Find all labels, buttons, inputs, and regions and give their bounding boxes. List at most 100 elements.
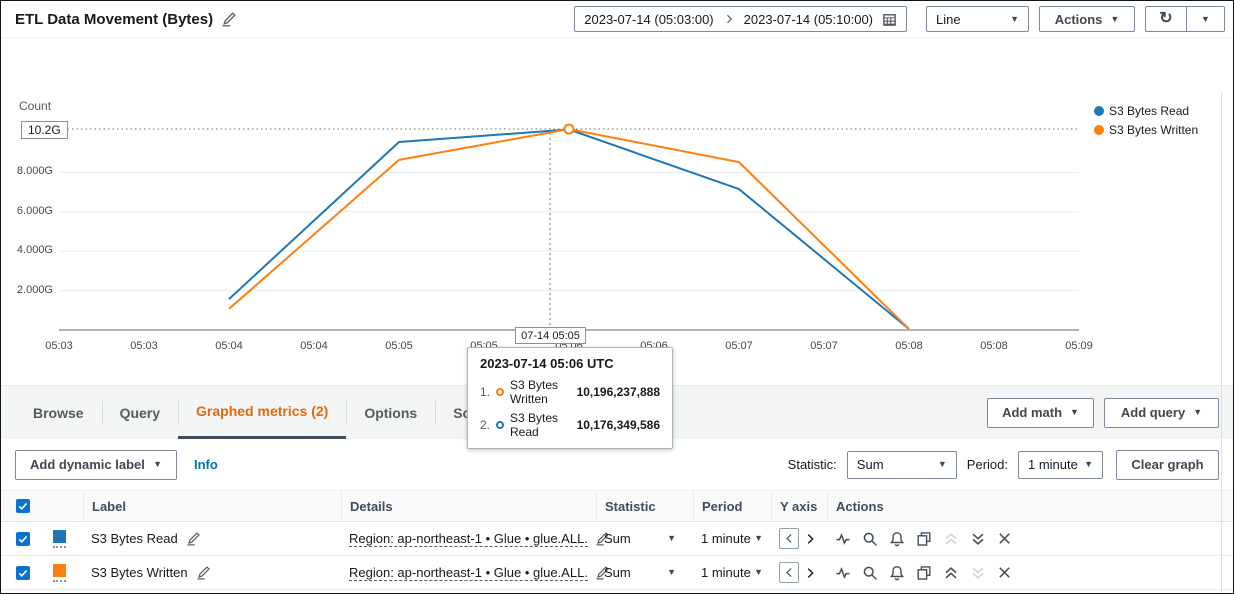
x-tick-label: 05:07	[725, 340, 753, 352]
y-axis-unit-label: Count	[19, 99, 52, 113]
create-alarm-icon[interactable]	[889, 565, 905, 581]
caret-down-icon: ▼	[1193, 407, 1203, 417]
move-down-icon	[970, 565, 986, 581]
metric-label-text: S3 Bytes Read	[91, 531, 178, 546]
row-actions	[827, 531, 1233, 547]
details-cell: Region: ap-northeast-1 • Glue • glue.ALL…	[341, 565, 596, 581]
yaxis-right-toggle[interactable]	[803, 532, 817, 546]
duplicate-icon[interactable]	[916, 565, 932, 581]
tooltip-row: 1. S3 Bytes Written 10,196,237,888	[480, 378, 660, 406]
series-line-s3-bytes-written[interactable]	[228, 128, 910, 330]
tab-query[interactable]: Query	[101, 386, 178, 439]
add-dynamic-label-button[interactable]: Add dynamic label ▼	[15, 449, 177, 480]
x-tick-label: 05:08	[895, 340, 923, 352]
refresh-options-button[interactable]: ▼	[1186, 7, 1224, 31]
y-tick-label: 8.000G	[16, 165, 53, 178]
yaxis-cell	[771, 562, 827, 583]
metric-label-text: S3 Bytes Written	[91, 565, 188, 580]
date-range-end: 2023-07-14 (05:10:00)	[743, 11, 873, 27]
toolbar-right: Statistic: Sum ▼ Period: 1 minute ▼ Clea…	[787, 449, 1219, 480]
caret-down-icon: ▼	[1070, 407, 1079, 417]
series-ring-icon	[496, 388, 505, 396]
zoom-metric-icon[interactable]	[862, 565, 878, 581]
row-checkbox-cell	[1, 531, 45, 546]
graph-this-metric-icon[interactable]	[835, 565, 851, 581]
tab-graphed-metrics[interactable]: Graphed metrics (2)	[178, 386, 347, 439]
edit-label-icon[interactable]	[186, 531, 201, 546]
row-period-dropdown[interactable]: 1 minute ▼	[701, 565, 763, 580]
add-query-button[interactable]: Add query ▼	[1104, 397, 1219, 428]
tooltip-series-value: 10,176,349,586	[576, 418, 660, 432]
move-down-icon[interactable]	[970, 531, 986, 547]
create-alarm-icon[interactable]	[889, 531, 905, 547]
color-swatch-picker[interactable]	[53, 563, 66, 582]
edit-title-icon[interactable]	[221, 11, 237, 27]
actions-button-label: Actions	[1054, 11, 1103, 27]
refresh-button[interactable]: ↻	[1146, 7, 1186, 31]
edit-label-icon[interactable]	[196, 565, 211, 580]
info-link[interactable]: Info	[194, 457, 218, 472]
period-value: 1 minute	[1028, 457, 1078, 472]
tooltip-series-value: 10,196,237,888	[576, 385, 660, 399]
series-ring-icon	[496, 421, 505, 429]
legend-label: S3 Bytes Written	[1109, 123, 1199, 137]
tab-options[interactable]: Options	[346, 386, 435, 439]
tooltip-rank: 1.	[480, 385, 491, 399]
date-range-start: 2023-07-14 (05:03:00)	[584, 11, 714, 27]
select-all-checkbox[interactable]	[16, 499, 30, 513]
chevron-right-icon	[723, 13, 735, 25]
add-math-button[interactable]: Add math ▼	[987, 397, 1094, 428]
x-tick-label: 05:09	[1065, 340, 1093, 352]
row-checkbox[interactable]	[16, 531, 30, 546]
metric-details-link[interactable]: Region: ap-northeast-1 • Glue • glue.ALL…	[349, 530, 588, 547]
metric-row-s3-bytes-written: S3 Bytes Written Region: ap-northeast-1 …	[1, 556, 1233, 590]
crosshair-time-badge: 07-14 05:05	[515, 327, 586, 344]
metric-details-link[interactable]: Region: ap-northeast-1 • Glue • glue.ALL…	[349, 564, 588, 581]
column-header-period: Period	[693, 491, 771, 521]
graph-this-metric-icon[interactable]	[835, 531, 851, 547]
metrics-chart[interactable]: Count 10.2G 8.000G 6.000G 4.000G 2.000G 05:…	[1, 38, 1234, 593]
swatch-dots	[53, 579, 66, 582]
move-up-icon[interactable]	[943, 565, 959, 581]
actions-button[interactable]: Actions ▼	[1039, 6, 1135, 32]
add-math-label: Add math	[1002, 405, 1063, 420]
yaxis-left-toggle[interactable]	[779, 528, 799, 549]
caret-down-icon: ▼	[667, 567, 676, 577]
period-select[interactable]: 1 minute ▼	[1018, 450, 1103, 479]
zoom-metric-icon[interactable]	[862, 531, 878, 547]
duplicate-icon[interactable]	[916, 531, 932, 547]
yaxis-right-toggle[interactable]	[803, 566, 817, 580]
caret-down-icon: ▼	[153, 459, 162, 469]
color-swatch-picker[interactable]	[53, 529, 66, 548]
statistic-label: Statistic:	[787, 457, 837, 472]
tooltip-timestamp: 2023-07-14 05:06 UTC	[480, 356, 614, 371]
caret-down-icon: ▼	[754, 567, 763, 577]
column-header-statistic: Statistic	[596, 491, 693, 521]
y-tick-label: 4.000G	[16, 244, 53, 257]
row-period-value: 1 minute	[701, 565, 751, 580]
legend-item-s3-bytes-written[interactable]: S3 Bytes Written	[1094, 123, 1198, 137]
row-statistic-dropdown[interactable]: Sum ▼	[604, 565, 676, 580]
remove-metric-icon[interactable]	[997, 565, 1012, 580]
legend-item-s3-bytes-read[interactable]: S3 Bytes Read	[1094, 104, 1198, 118]
clear-graph-button[interactable]: Clear graph	[1116, 449, 1219, 480]
chart-canvas[interactable]	[1, 38, 1234, 385]
date-range-picker[interactable]: 2023-07-14 (05:03:00) 2023-07-14 (05:10:…	[574, 6, 907, 32]
remove-metric-icon[interactable]	[997, 531, 1012, 546]
legend-dot	[1094, 125, 1104, 135]
tabbar-actions: Add math ▼ Add query ▼	[987, 386, 1219, 439]
calendar-icon[interactable]	[882, 12, 897, 27]
x-tick-label: 05:04	[300, 340, 328, 352]
row-statistic-dropdown[interactable]: Sum ▼	[604, 531, 676, 546]
statistic-cell: Sum ▼	[596, 565, 693, 580]
chart-type-select[interactable]: Line ▼	[926, 6, 1029, 32]
row-checkbox[interactable]	[16, 565, 30, 580]
swatch-dots	[53, 545, 66, 548]
yaxis-left-toggle[interactable]	[779, 562, 799, 583]
tab-browse[interactable]: Browse	[33, 404, 84, 421]
row-period-dropdown[interactable]: 1 minute ▼	[701, 531, 763, 546]
caret-down-icon: ▼	[937, 459, 947, 469]
chart-legend: S3 Bytes Read S3 Bytes Written	[1094, 104, 1198, 137]
x-tick-label: 05:08	[980, 340, 1008, 352]
statistic-select[interactable]: Sum ▼	[846, 450, 957, 479]
